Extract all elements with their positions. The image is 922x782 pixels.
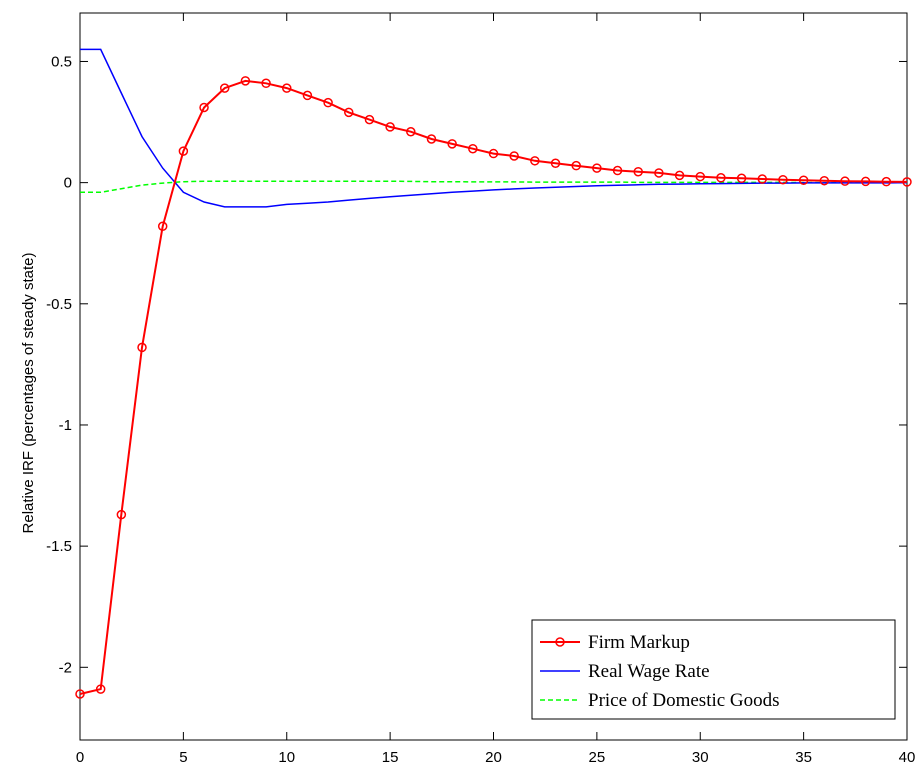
data-point-firm-markup	[695, 171, 705, 182]
data-point-firm-markup	[612, 165, 623, 176]
data-point-firm-markup	[219, 83, 230, 93]
legend-marker-firm-markup	[555, 637, 565, 647]
data-point-firm-markup	[840, 176, 850, 186]
data-point-firm-markup	[240, 76, 251, 86]
data-point-firm-markup	[344, 107, 354, 118]
data-point-firm-markup	[654, 168, 664, 178]
series-line-real-wage-rate	[80, 48, 908, 208]
y-tick-label: -0.5	[46, 296, 72, 313]
data-point-firm-markup	[633, 166, 643, 177]
y-tick-label: -1	[59, 417, 72, 434]
data-point-firm-markup	[736, 173, 747, 184]
data-point-firm-markup	[95, 684, 106, 694]
data-point-firm-markup	[778, 174, 788, 185]
data-point-firm-markup	[757, 174, 768, 184]
data-point-firm-markup	[881, 176, 892, 187]
series-line-firm-markup	[79, 79, 908, 695]
plot-area	[79, 12, 908, 741]
x-tick-label: 5	[179, 749, 187, 766]
data-point-firm-markup	[385, 122, 395, 132]
x-tick-label: 15	[382, 749, 399, 766]
data-point-firm-markup	[178, 146, 189, 156]
data-point-firm-markup	[199, 102, 209, 113]
data-point-firm-markup	[323, 97, 333, 108]
x-tick-label: 20	[485, 749, 502, 766]
x-tick-label: 10	[278, 749, 295, 766]
data-point-firm-markup	[716, 173, 726, 183]
series-layer	[75, 48, 912, 699]
data-point-firm-markup	[592, 163, 602, 173]
axis-ticks: 0 5 10 15 20 25 30 35 40 -2 -1.5 -1 -0.5 0 0.5	[46, 13, 915, 766]
x-tick-label: 0	[76, 749, 84, 766]
x-tick-label: 30	[692, 749, 709, 766]
x-tick-label: 40	[899, 749, 916, 766]
x-tick-label: 35	[795, 749, 812, 766]
data-point-firm-markup	[488, 148, 499, 159]
data-point-firm-markup	[819, 175, 830, 186]
data-point-firm-markup	[798, 175, 809, 185]
legend-label-firm-markup: Firm Markup	[588, 632, 690, 653]
data-point-firm-markup	[550, 158, 561, 168]
plot-frame	[79, 12, 908, 741]
y-tick-label: 0	[64, 175, 72, 192]
data-point-firm-markup	[302, 90, 313, 101]
data-point-firm-markup	[364, 114, 375, 125]
legend-label-price-of-domestic-goods: Price of Domestic Goods	[588, 690, 780, 711]
legend-box	[531, 619, 896, 720]
data-point-firm-markup	[137, 342, 147, 353]
data-point-firm-markup	[157, 221, 168, 232]
data-point-firm-markup	[860, 176, 871, 187]
data-point-firm-markup	[571, 160, 581, 171]
legend-label-real-wage-rate: Real Wage Rate	[588, 661, 710, 682]
y-tick-label: -1.5	[46, 538, 72, 555]
y-tick-label: 0.5	[51, 53, 72, 70]
y-axis-label: Relative IRF (percentages of steady stat…	[20, 253, 37, 534]
data-point-firm-markup	[261, 78, 271, 89]
data-point-firm-markup	[674, 170, 685, 181]
y-tick-label: -2	[59, 659, 72, 676]
data-point-firm-markup	[447, 139, 457, 149]
data-point-firm-markup	[530, 156, 540, 166]
data-point-firm-markup	[406, 126, 416, 137]
data-point-firm-markup	[902, 177, 912, 187]
legend: Firm Markup Real Wage Rate Price of Domest…	[531, 619, 896, 720]
data-point-firm-markup	[116, 509, 127, 520]
data-point-firm-markup	[75, 689, 85, 699]
x-tick-label: 25	[589, 749, 606, 766]
data-point-firm-markup	[426, 134, 437, 144]
data-point-firm-markup	[509, 151, 519, 161]
data-point-firm-markup	[468, 143, 478, 154]
data-point-firm-markup	[282, 83, 292, 93]
